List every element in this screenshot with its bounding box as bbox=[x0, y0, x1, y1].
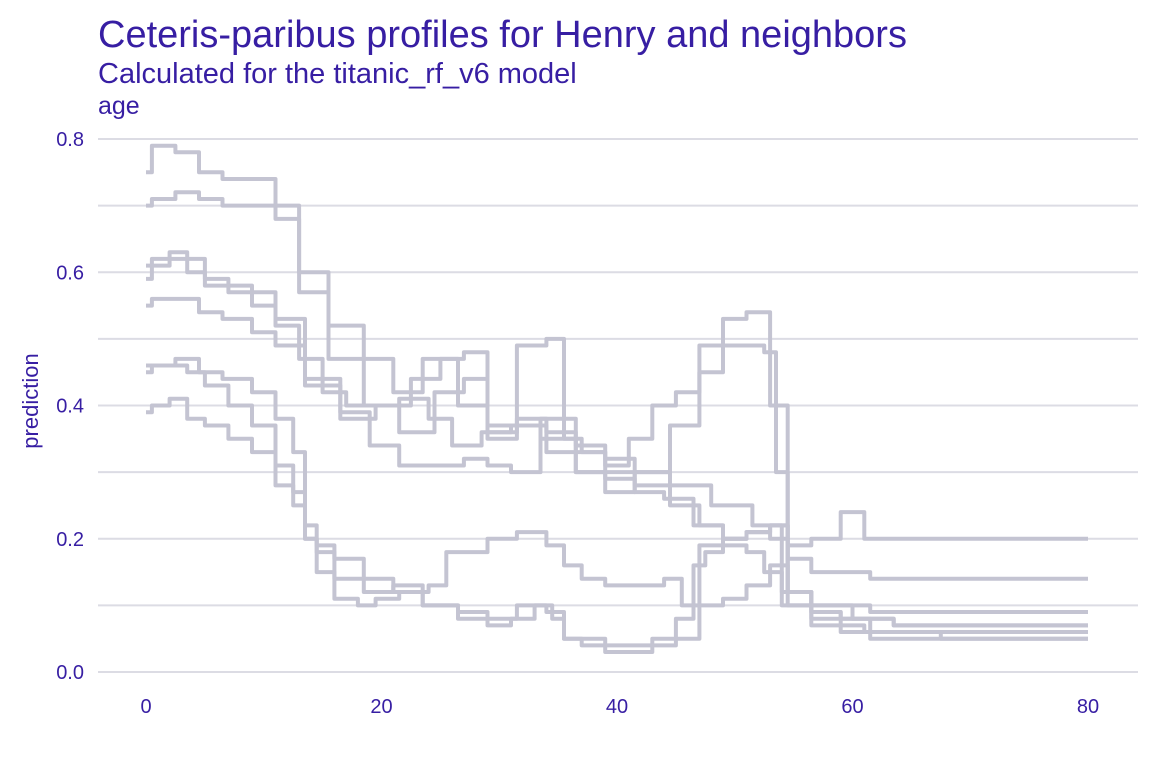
series-line-5 bbox=[146, 296, 1088, 614]
series-line-7 bbox=[146, 363, 1088, 634]
chart-title: Ceteris-paribus profiles for Henry and n… bbox=[98, 14, 907, 56]
series-line-6 bbox=[146, 356, 1088, 648]
x-tick-label: 80 bbox=[1077, 696, 1099, 718]
series-line-8 bbox=[146, 396, 1088, 654]
series-line-3 bbox=[146, 250, 1088, 548]
y-tick-label: 0.8 bbox=[56, 129, 84, 151]
series-line-2 bbox=[146, 190, 1088, 628]
y-tick-label: 0.4 bbox=[56, 396, 84, 418]
y-tick-label: 0.2 bbox=[56, 529, 84, 551]
y-axis-title: prediction bbox=[18, 353, 43, 448]
x-tick-label: 20 bbox=[370, 696, 392, 718]
x-tick-label: 40 bbox=[606, 696, 628, 718]
axis-layer: 0 20 40 60 80 0.0 0.2 0.4 0.6 0.8 bbox=[56, 129, 1099, 718]
y-tick-label: 0.6 bbox=[56, 262, 84, 284]
chart-subtitle: Calculated for the titanic_rf_v6 model bbox=[98, 58, 577, 90]
facet-label: age bbox=[98, 92, 140, 120]
x-tick-label: 0 bbox=[140, 696, 151, 718]
series-layer bbox=[146, 143, 1088, 654]
y-tick-label: 0.0 bbox=[56, 662, 84, 684]
x-tick-label: 60 bbox=[841, 696, 863, 718]
